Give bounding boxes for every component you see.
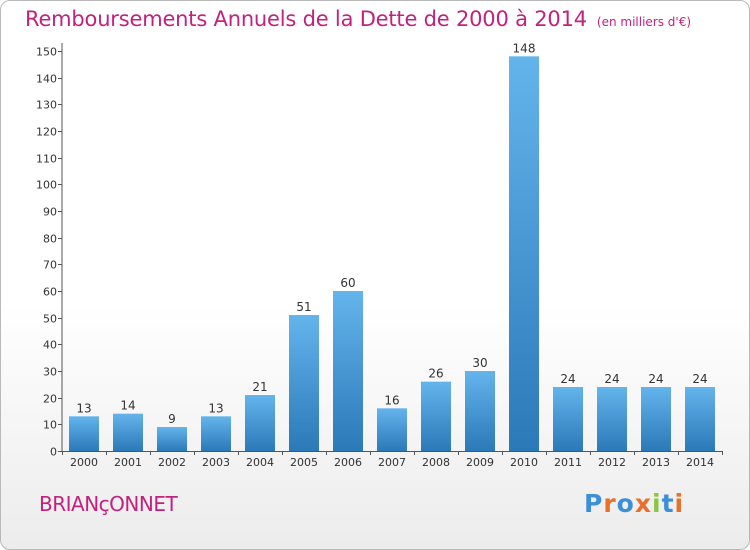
y-tick-label: 30 [43,366,57,379]
bar-value-label: 148 [513,41,536,55]
y-tick-label: 130 [36,99,57,112]
bar [597,387,627,451]
proxiti-logo: Proxiti [584,489,684,518]
bar [685,387,715,451]
x-tick-label: 2009 [466,456,494,469]
logo-letter: i [674,489,685,518]
title-text: Remboursements Annuels de la Dette de 20… [25,7,587,31]
y-tick-label: 0 [50,446,57,459]
bar [377,408,407,451]
bar-value-label: 9 [168,412,176,426]
bar [421,381,451,451]
bar [333,291,363,451]
bar [553,387,583,451]
bar [201,416,231,451]
logo-letter: o [616,489,635,518]
bar [641,387,671,451]
bar-value-label: 30 [472,356,487,370]
bar-value-label: 26 [428,367,443,381]
bar [509,56,539,451]
bar-value-label: 60 [340,276,355,290]
x-tick-label: 2011 [554,456,582,469]
bar [245,395,275,451]
bar [465,371,495,451]
x-tick-label: 2003 [202,456,230,469]
x-tick-label: 2001 [114,456,142,469]
y-tick-label: 20 [43,393,57,406]
y-tick-label: 80 [43,233,57,246]
bar-value-label: 21 [252,380,267,394]
logo-letter: x [634,489,652,518]
y-tick-label: 40 [43,339,57,352]
bar [113,413,143,451]
bar-value-label: 24 [604,372,619,386]
y-tick-label: 100 [36,179,57,192]
bar-value-label: 51 [296,300,311,314]
y-tick-label: 10 [43,419,57,432]
y-tick-label: 90 [43,206,57,219]
x-tick-label: 2004 [246,456,274,469]
y-tick-label: 120 [36,126,57,139]
x-tick-label: 2008 [422,456,450,469]
city-name: BRIANçONNET [39,492,178,516]
bar [289,315,319,451]
x-tick-label: 2014 [686,456,714,469]
logo-letter: i [652,489,662,518]
x-tick-label: 2010 [510,456,538,469]
bar-value-label: 16 [384,393,399,407]
logo-letter: t [661,489,675,518]
chart-title: Remboursements Annuels de la Dette de 20… [25,7,691,31]
y-tick-label: 140 [36,73,57,86]
x-tick-label: 2013 [642,456,670,469]
x-tick-label: 2005 [290,456,318,469]
y-tick-label: 150 [36,46,57,59]
logo-letter: r [603,489,617,518]
x-tick-label: 2006 [334,456,362,469]
bar [157,427,187,451]
bar [69,416,99,451]
y-tick-label: 60 [43,286,57,299]
bar-value-label: 13 [76,401,91,415]
title-unit: (en milliers d'€) [596,15,692,29]
logo-letter: P [584,489,604,518]
y-tick-label: 70 [43,259,57,272]
bar-value-label: 14 [120,399,135,413]
x-tick-label: 2007 [378,456,406,469]
bar-value-label: 24 [692,372,707,386]
bar-value-label: 24 [648,372,663,386]
y-tick-label: 110 [36,153,57,166]
bar-value-label: 13 [208,401,223,415]
bar-value-label: 24 [560,372,575,386]
x-tick-label: 2002 [158,456,186,469]
x-tick-label: 2012 [598,456,626,469]
y-tick-label: 50 [43,313,57,326]
x-tick-label: 2000 [70,456,98,469]
